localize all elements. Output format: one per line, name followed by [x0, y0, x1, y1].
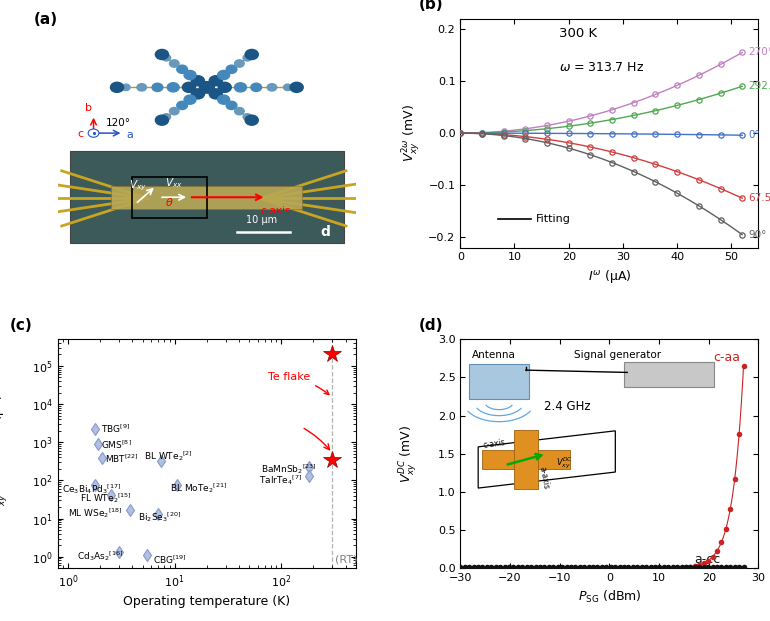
Circle shape — [177, 101, 188, 109]
Text: c-axis: c-axis — [483, 438, 506, 450]
Text: (c): (c) — [10, 318, 33, 333]
Text: Ce$_3$Bi$_4$Pd$_3$$^{[17]}$: Ce$_3$Bi$_4$Pd$_3$$^{[17]}$ — [62, 482, 122, 496]
Circle shape — [110, 83, 124, 93]
Text: CBG$^{[19]}$: CBG$^{[19]}$ — [152, 554, 186, 566]
Text: Bi$_2$Se$_3$$^{[20]}$: Bi$_2$Se$_3$$^{[20]}$ — [138, 510, 181, 524]
FancyBboxPatch shape — [112, 186, 303, 209]
Text: (RT): (RT) — [335, 555, 358, 564]
Circle shape — [243, 55, 252, 61]
X-axis label: Operating temperature (K): Operating temperature (K) — [123, 596, 290, 608]
Circle shape — [184, 95, 196, 104]
Text: 10 μm: 10 μm — [246, 215, 276, 225]
Circle shape — [243, 114, 252, 120]
Circle shape — [245, 115, 258, 125]
Circle shape — [167, 83, 179, 92]
Circle shape — [182, 83, 196, 93]
Circle shape — [162, 114, 171, 120]
Text: $V_{xy}$: $V_{xy}$ — [129, 179, 147, 193]
Text: BL WTe$_2$$^{[2]}$: BL WTe$_2$$^{[2]}$ — [145, 449, 193, 463]
Text: d: d — [320, 225, 330, 239]
Text: 2.4 GHz: 2.4 GHz — [544, 400, 591, 413]
Text: GMS$^{[8]}$: GMS$^{[8]}$ — [102, 438, 132, 451]
Circle shape — [152, 83, 162, 91]
Text: 270°: 270° — [748, 47, 770, 58]
Circle shape — [156, 115, 169, 125]
FancyBboxPatch shape — [624, 362, 714, 388]
Circle shape — [226, 65, 237, 73]
Text: TaIrTe$_4$$^{[7]}$: TaIrTe$_4$$^{[7]}$ — [259, 473, 303, 487]
Text: Te flake: Te flake — [268, 373, 329, 394]
Text: Cd$_3$As$_2$$^{[16]}$: Cd$_3$As$_2$$^{[16]}$ — [76, 549, 122, 563]
Circle shape — [209, 89, 223, 99]
Text: ML WSe$_2$$^{[18]}$: ML WSe$_2$$^{[18]}$ — [68, 506, 122, 520]
Y-axis label: $V^{DC}_{xy}$ (mV): $V^{DC}_{xy}$ (mV) — [397, 425, 419, 483]
Text: (b): (b) — [419, 0, 444, 12]
Circle shape — [209, 76, 223, 86]
Circle shape — [169, 107, 179, 115]
Text: BaMnSb$_2$$^{[23]}$: BaMnSb$_2$$^{[23]}$ — [262, 462, 317, 476]
Text: c-axis: c-axis — [260, 206, 291, 216]
Text: Antenna: Antenna — [472, 350, 516, 360]
Text: $\theta$: $\theta$ — [165, 196, 174, 208]
Circle shape — [235, 83, 246, 92]
Text: c: c — [77, 129, 83, 139]
Text: TBG$^{[9]}$: TBG$^{[9]}$ — [102, 423, 131, 435]
Circle shape — [122, 84, 130, 91]
X-axis label: $I^\omega$ (μA): $I^\omega$ (μA) — [588, 268, 631, 285]
Text: b: b — [85, 102, 92, 112]
Circle shape — [177, 65, 188, 73]
Circle shape — [88, 129, 99, 137]
Text: Signal generator: Signal generator — [574, 350, 661, 360]
Circle shape — [283, 84, 292, 91]
Text: a-cc: a-cc — [694, 553, 720, 566]
Text: 90°: 90° — [748, 230, 767, 240]
Circle shape — [235, 60, 244, 67]
Text: Fitting: Fitting — [536, 214, 571, 224]
Text: 300 K: 300 K — [559, 27, 597, 40]
FancyBboxPatch shape — [469, 365, 529, 399]
Text: BL MoTe$_2$$^{[21]}$: BL MoTe$_2$$^{[21]}$ — [170, 481, 227, 495]
X-axis label: $P_\mathrm{SG}$ (dBm): $P_\mathrm{SG}$ (dBm) — [578, 589, 641, 605]
Circle shape — [162, 55, 171, 61]
Circle shape — [251, 83, 262, 91]
Circle shape — [290, 83, 303, 93]
Text: MBT$^{[22]}$: MBT$^{[22]}$ — [105, 453, 139, 465]
Y-axis label: $V^{2\omega}_{xy}$ (mV): $V^{2\omega}_{xy}$ (mV) — [400, 104, 421, 162]
Text: (a): (a) — [34, 12, 58, 27]
Text: a: a — [126, 130, 133, 140]
Circle shape — [218, 83, 231, 93]
Text: 0°: 0° — [748, 130, 761, 140]
Y-axis label: $V^{2\omega}_{xy}$ maximum (μV): $V^{2\omega}_{xy}$ maximum (μV) — [0, 393, 10, 514]
Text: 67.5°: 67.5° — [748, 193, 770, 203]
Text: $V_{xx}$: $V_{xx}$ — [165, 176, 182, 191]
Text: 292.5°: 292.5° — [748, 81, 770, 91]
Circle shape — [235, 107, 244, 115]
Circle shape — [191, 89, 205, 99]
Text: (d): (d) — [419, 318, 443, 333]
FancyBboxPatch shape — [514, 430, 538, 489]
Circle shape — [169, 60, 179, 67]
Circle shape — [218, 95, 229, 104]
FancyBboxPatch shape — [482, 450, 570, 469]
Circle shape — [218, 70, 229, 79]
Text: $\omega$ = 313.7 Hz: $\omega$ = 313.7 Hz — [559, 61, 644, 75]
Circle shape — [156, 50, 169, 60]
Circle shape — [199, 81, 214, 93]
Circle shape — [137, 84, 146, 91]
Text: 120°: 120° — [105, 118, 130, 129]
FancyBboxPatch shape — [69, 152, 344, 243]
Circle shape — [267, 84, 276, 91]
Circle shape — [184, 70, 196, 79]
Circle shape — [245, 50, 258, 60]
Text: c-aa: c-aa — [714, 351, 741, 363]
Text: a-axis: a-axis — [537, 466, 551, 490]
Text: FL WTe$_2$$^{[15]}$: FL WTe$_2$$^{[15]}$ — [80, 491, 132, 505]
Circle shape — [191, 76, 205, 86]
Text: $V_{xy}^{DC}$: $V_{xy}^{DC}$ — [556, 455, 573, 471]
Circle shape — [226, 101, 237, 109]
